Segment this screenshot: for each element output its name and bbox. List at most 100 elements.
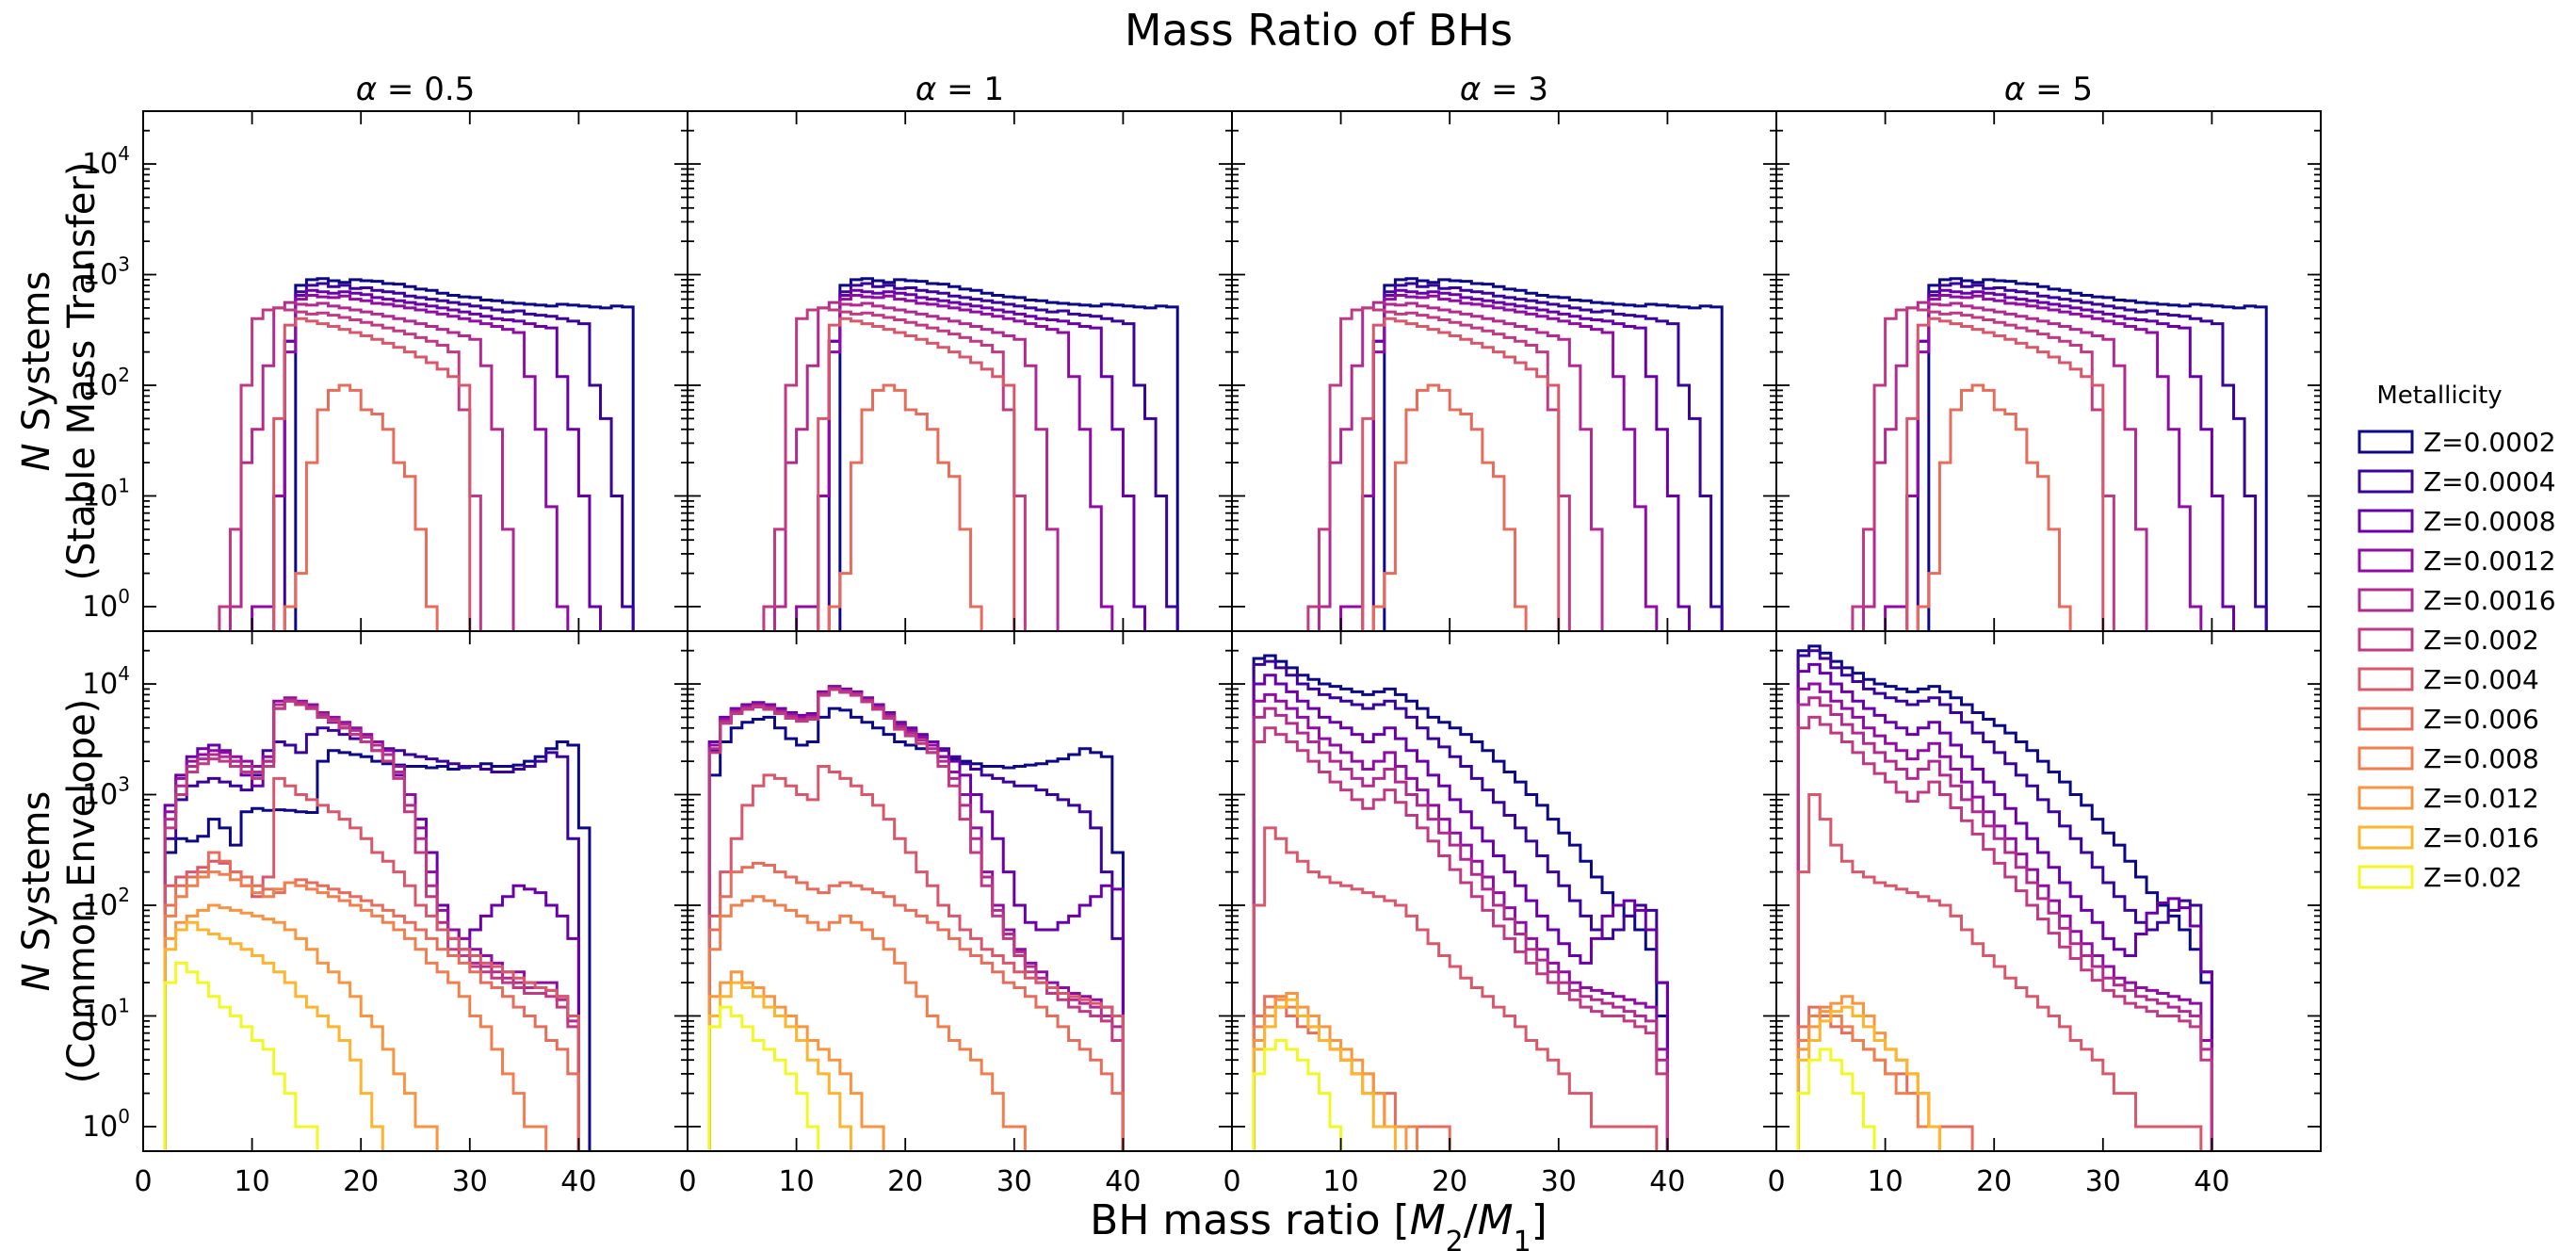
x-tick-label: 20 [1432,1165,1467,1198]
legend-entry: Z=0.008 [2423,743,2539,774]
panel-frame [687,110,1233,632]
histogram-z-0.0008 [1361,288,1692,631]
legend-entry: Z=0.002 [2423,625,2539,656]
legend-swatch [2357,825,2414,850]
legend-swatch [2357,588,2414,612]
histogram-z-0.0008 [1252,674,1669,1151]
panel-frame [1775,110,2322,632]
legend-entry: Z=0.016 [2423,822,2539,853]
x-tick-label: 0 [1223,1165,1240,1198]
histogram-z-0.02 [1252,1039,1343,1151]
histogram-z-0.0002 [707,707,1125,1151]
legend-entry: Z=0.02 [2423,862,2522,893]
histogram-z-0.0016 [772,301,1060,631]
legend-swatch [2357,548,2414,573]
legend-swatch [2357,627,2414,652]
histogram-z-0.016 [1796,1005,1941,1151]
row-label-0: N Systems (Stable Mass Transfer) [15,162,104,581]
legend-entry: Z=0.006 [2423,704,2539,735]
histogram-series-group [163,696,591,1151]
x-tick-label: 30 [2085,1165,2121,1198]
histogram-z-0.006 [283,383,439,631]
histogram-z-0.002 [163,699,580,1151]
histogram-z-0.002 [218,306,482,631]
panel-r0-c1: α = 1 [687,71,1233,632]
histogram-z-0.006 [163,851,580,1151]
x-tick-label: 0 [678,1165,696,1198]
svg-text:(Stable Mass Transfer): (Stable Mass Transfer) [60,162,104,581]
legend-swatch [2357,509,2414,533]
x-tick-label: 10 [1323,1165,1359,1198]
x-tick-label: 0 [1767,1165,1785,1198]
histogram-series-group [762,277,1179,631]
x-tick-label: 40 [2194,1165,2229,1198]
histogram-z-0.006 [1371,383,1528,631]
histogram-z-0.0016 [1861,301,2148,631]
histogram-z-0.0008 [1905,288,2236,631]
histogram-z-0.012 [1252,991,1408,1151]
legend-swatch [2357,667,2414,691]
panel-r1-c1: 0 10 20 30 40 [678,630,1233,1198]
column-title: α = 5 [2004,71,2093,108]
histogram-z-0.0002 [1927,277,2268,631]
row-labels-group: N Systems (Stable Mass Transfer)N Systems… [15,162,104,1084]
legend-swatch [2357,786,2414,810]
x-tick-label: 40 [560,1165,596,1198]
legend-swatch [2357,430,2414,454]
legend-entry: Z=0.004 [2423,664,2539,695]
panel-frame [142,110,689,632]
x-tick-label: 20 [887,1165,923,1198]
x-tick-label: 30 [452,1165,488,1198]
histogram-z-0.02 [707,1005,820,1151]
panel-r0-c2: α = 3 [1231,71,1777,632]
panel-r1-c2: 0 10 20 30 40 [1223,630,1777,1198]
legend-swatch [2357,865,2414,889]
legend-entry: Z=0.0012 [2423,545,2556,577]
histogram-z-0.0016 [228,301,515,631]
svg-text:N Systems: N Systems [15,791,58,992]
histogram-z-0.006 [1916,383,2072,631]
histogram-z-0.016 [163,920,384,1151]
histogram-z-0.004 [817,317,1016,631]
legend-swatch [2357,746,2414,771]
panel-frame [1775,630,2322,1152]
x-tick-label: 10 [779,1165,815,1198]
histogram-z-0.0002 [1383,277,1724,631]
figure-title: Mass Ratio of BHs [1125,5,1513,56]
histogram-z-0.016 [707,981,852,1151]
histogram-z-0.0002 [838,277,1179,631]
legend-title: Metallicity [2376,382,2502,410]
histogram-z-0.0008 [272,288,603,631]
histogram-z-0.0012 [1884,294,2203,631]
y-tick-label: 100 [82,1105,130,1144]
histogram-z-0.0012 [795,294,1114,631]
histogram-z-0.0016 [163,698,580,1151]
histogram-series-group [707,685,1125,1151]
histogram-z-0.0016 [1252,707,1669,1151]
histogram-z-0.002 [1796,715,2213,1151]
histogram-z-0.004 [707,765,1125,1151]
y-tick-label: 100 [82,585,130,624]
histogram-z-0.0004 [1916,282,2268,631]
x-tick-label: 10 [235,1165,270,1198]
histogram-z-0.0016 [1317,301,1604,631]
histogram-series-group [1851,277,2268,631]
histogram-z-0.0016 [1796,696,2213,1151]
histogram-z-0.006 [707,861,1125,1151]
column-title: α = 3 [1460,71,1548,108]
x-tick-label: 20 [343,1165,379,1198]
legend: Metallicity Z=0.0002 Z=0.0004 Z=0.0008 Z=0.0… [2357,382,2556,893]
histogram-z-0.0004 [1371,282,1724,631]
histogram-z-0.02 [1796,1048,1876,1151]
histogram-z-0.0004 [707,687,1125,1151]
histogram-z-0.004 [1905,317,2105,631]
histogram-z-0.0004 [827,282,1179,631]
histogram-z-0.006 [1796,1005,1974,1151]
histogram-z-0.0008 [817,288,1147,631]
histogram-z-0.016 [1252,998,1397,1151]
histogram-z-0.0002 [1252,654,1669,1151]
y-tick-label: 102 [82,884,130,922]
